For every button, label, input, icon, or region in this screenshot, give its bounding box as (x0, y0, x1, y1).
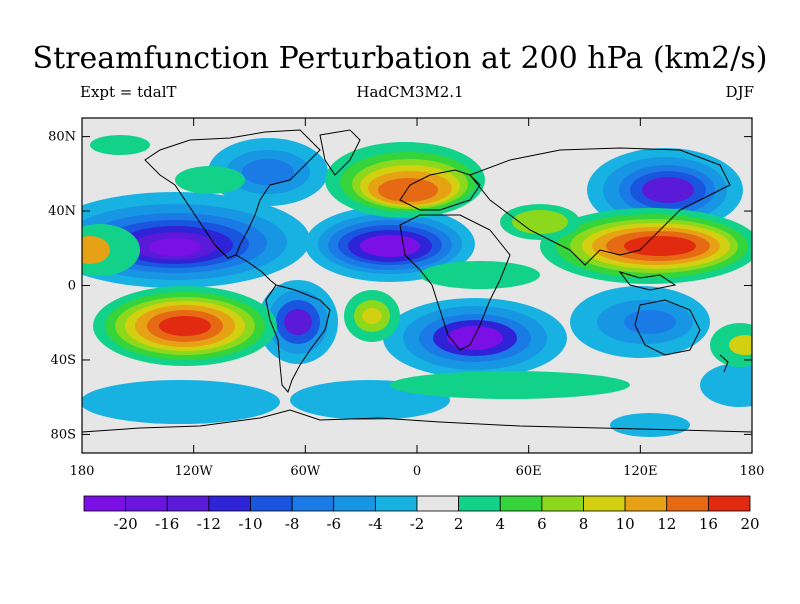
y-axis: 80N 40N 0 40S 80S (48, 130, 752, 442)
colorbar-swatch (624, 495, 668, 512)
map-title: Streamfunction Perturbation at 200 hPa (… (32, 41, 768, 76)
colorbar-label: 10 (616, 515, 635, 533)
colorbar-swatch (374, 495, 418, 512)
x-tick-label: 0 (413, 464, 421, 479)
y-tick-label: 80N (48, 130, 76, 145)
colorbar-label: -6 (326, 515, 341, 533)
positive-anomaly-south-pacific (93, 286, 277, 366)
y-tick-label: 40N (48, 204, 76, 219)
x-axis: 180 120W 60W 0 60E 120E 180 (70, 118, 765, 479)
colorbar-swatch (125, 495, 168, 512)
colorbar-label: 2 (454, 515, 464, 533)
colorbar-label: 16 (699, 515, 718, 533)
colorbar-swatch (83, 495, 127, 512)
experiment-label: Expt = tdalT (80, 83, 177, 101)
colorbar-label: -2 (410, 515, 425, 533)
positive-anomaly-west-pacific (540, 208, 752, 284)
negative-anomaly-australia (570, 286, 710, 358)
colorbar-label: -10 (238, 515, 262, 533)
x-tick-label: 60E (516, 464, 542, 479)
negative-anomaly-southern-africa (383, 298, 567, 378)
colorbar-label: 12 (657, 515, 676, 533)
positive-anomaly-tropics (82, 135, 752, 399)
colorbar-label: 20 (740, 515, 759, 533)
colorbar: -20 -16 -12 -10 -8 -6 -4 -2 2 4 6 8 10 12 16 20 (83, 495, 760, 533)
colorbar-label: -8 (285, 515, 300, 533)
x-tick-label: 120W (175, 464, 214, 479)
colorbar-label: -16 (155, 515, 179, 533)
y-tick-label: 40S (51, 353, 76, 368)
colorbar-swatch (541, 495, 584, 512)
x-tick-label: 60W (290, 464, 321, 479)
negative-anomaly-south-america (258, 280, 338, 364)
colorbar-label: -20 (114, 515, 138, 533)
x-tick-label: 120E (623, 464, 657, 479)
colorbar-swatch (333, 495, 376, 512)
colorbar-swatch (250, 495, 293, 512)
colorbar-swatch (208, 495, 251, 512)
y-tick-label: 80S (51, 427, 76, 442)
x-tick-label: 180 (70, 464, 95, 479)
negative-anomaly-atlantic (305, 206, 475, 282)
colorbar-label: 8 (579, 515, 589, 533)
model-label: HadCM3M2.1 (356, 83, 464, 101)
season-label: DJF (725, 83, 754, 101)
colorbar-swatch (291, 495, 335, 512)
colorbar-label: -4 (368, 515, 383, 533)
colorbar-label: -12 (197, 515, 221, 533)
colorbar-swatch (583, 495, 626, 512)
colorbar-swatch (707, 495, 751, 512)
positive-anomaly-south-atlantic (344, 290, 400, 342)
colorbar-swatch (416, 495, 460, 512)
y-tick-label: 0 (68, 279, 76, 294)
negative-anomaly-north-pacific (82, 192, 310, 288)
x-tick-label: 180 (740, 464, 765, 479)
colorbar-swatch (458, 495, 501, 512)
coastlines (82, 129, 752, 433)
colorbar-swatch (666, 495, 709, 512)
colorbar-swatch (499, 495, 543, 512)
colorbar-label: 6 (537, 515, 547, 533)
positive-anomaly-europe (325, 142, 485, 218)
colorbar-swatch (166, 495, 210, 512)
negative-anomaly-southern-ocean (82, 363, 752, 437)
contour-fields (82, 135, 752, 437)
colorbar-label: 4 (495, 515, 505, 533)
negative-anomaly-north-america (208, 138, 328, 206)
